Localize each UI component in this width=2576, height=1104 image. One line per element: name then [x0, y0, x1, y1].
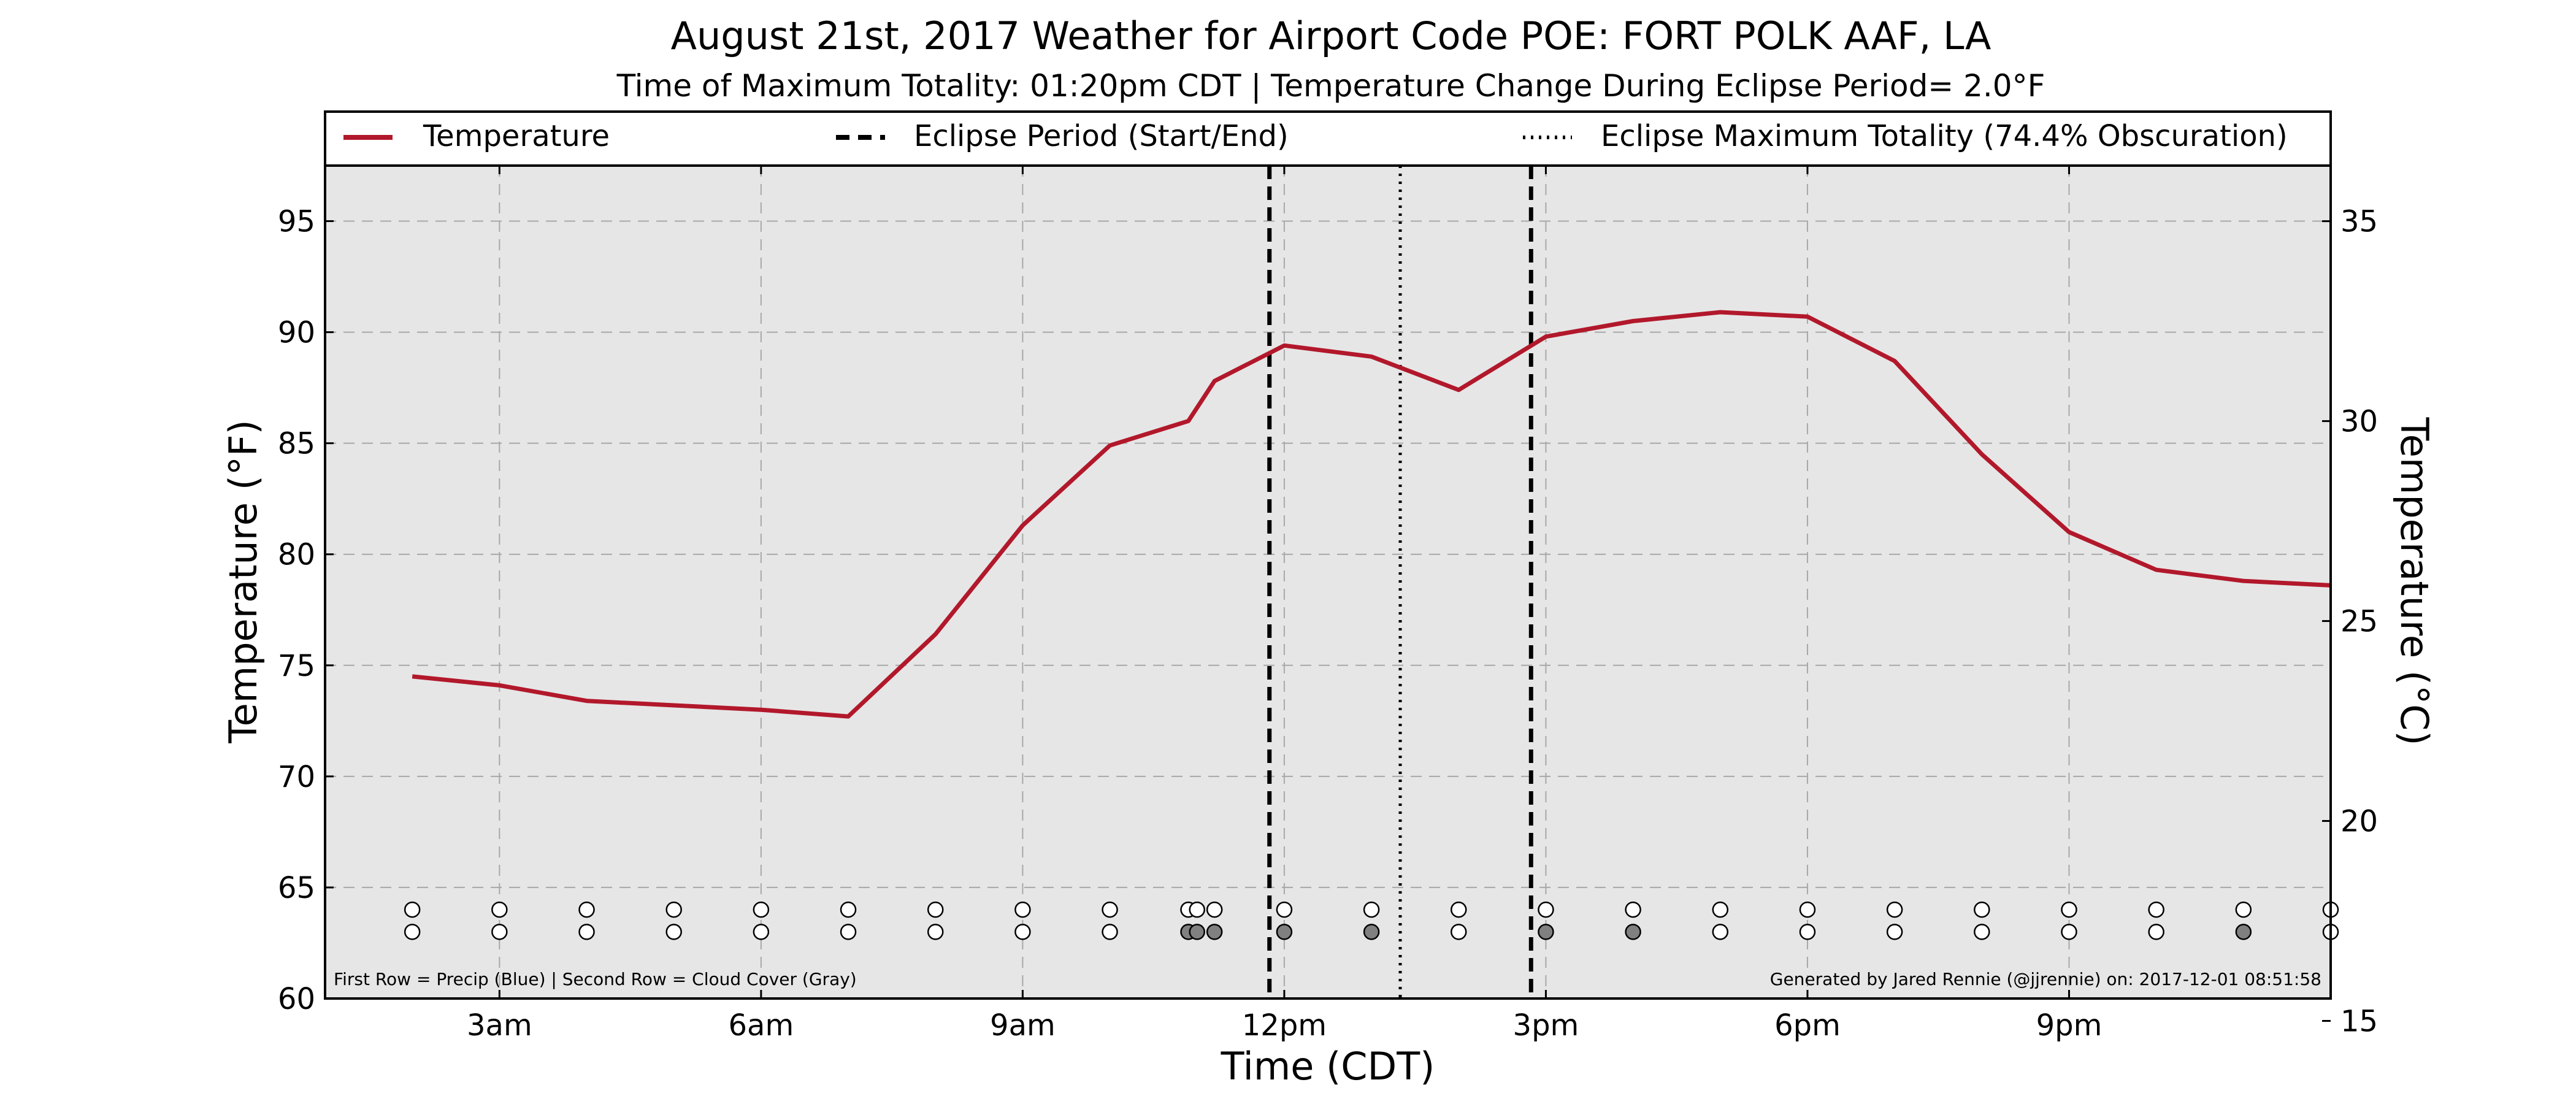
y-tick-label: 75 [278, 649, 315, 683]
cloud-cover-marker [404, 924, 421, 940]
y-tick-label: 80 [278, 538, 315, 572]
x-tick-label: 6am [729, 1008, 794, 1043]
observation-markers [404, 901, 2339, 940]
y-tick-label: 85 [278, 427, 315, 461]
y-axis-label-right: Temperature (°C) [2392, 416, 2437, 745]
cloud-cover-marker [1189, 924, 1205, 940]
y-tick-label: 60 [278, 982, 315, 1016]
eclipse-lines [1267, 166, 1533, 999]
cloud-cover-marker [2235, 924, 2252, 940]
cloud-cover-marker [753, 924, 770, 940]
cloud-cover-marker [1206, 924, 1223, 940]
precip-marker [1363, 901, 1380, 918]
legend-label-eclipse-period: Eclipse Period (Start/End) [914, 119, 1289, 153]
precip-marker [840, 901, 857, 918]
cloud-cover-marker [1799, 924, 1816, 940]
temperature-line [412, 310, 2331, 719]
precip-marker [1276, 901, 1293, 918]
cloud-cover-marker [1451, 924, 1467, 940]
precip-marker [665, 901, 682, 918]
footnote-left: First Row = Precip (Blue) | Second Row =… [334, 969, 857, 989]
precip-marker [1189, 901, 1205, 918]
precip-marker [753, 901, 770, 918]
precip-marker [1974, 901, 1990, 918]
cloud-cover-marker [1363, 924, 1380, 940]
precip-marker [1799, 901, 1816, 918]
cloud-cover-marker [1102, 924, 1118, 940]
x-tick-label: 12pm [1242, 1008, 1327, 1043]
cloud-cover-marker [1014, 924, 1031, 940]
precip-marker [1451, 901, 1467, 918]
precip-marker [2235, 901, 2252, 918]
cloud-cover-marker [1712, 924, 1729, 940]
precip-marker [578, 901, 595, 918]
y-tick-label: 70 [278, 760, 315, 794]
x-tick-label: 9am [990, 1008, 1056, 1043]
precip-marker [404, 901, 421, 918]
y-right-tick-label: 20 [2340, 805, 2378, 839]
precip-marker [1538, 901, 1554, 918]
cloud-cover-marker [2061, 924, 2077, 940]
cloud-cover-marker [1886, 924, 1903, 940]
precip-marker [2061, 901, 2077, 918]
x-tick-label: 3pm [1513, 1008, 1579, 1043]
y-axis-label-left: Temperature (°F) [221, 420, 266, 743]
cloud-cover-marker [1625, 924, 1641, 940]
cloud-cover-marker [1276, 924, 1293, 940]
precip-marker [1712, 901, 1729, 918]
chart-subtitle: Time of Maximum Totality: 01:20pm CDT | … [616, 68, 2045, 104]
chart-title: August 21st, 2017 Weather for Airport Co… [671, 13, 1991, 58]
cloud-cover-marker [2148, 924, 2164, 940]
precip-marker [491, 901, 508, 918]
gridlines [325, 166, 2331, 999]
legend-label-temperature: Temperature [423, 119, 610, 153]
legend-box [324, 110, 2332, 167]
x-tick-label: 6pm [1774, 1008, 1841, 1043]
precip-marker [2148, 901, 2164, 918]
precip-marker [927, 901, 944, 918]
cloud-cover-marker [578, 924, 595, 940]
plot-background [325, 166, 2331, 999]
precip-marker [1014, 901, 1031, 918]
y-right-tick-label: 30 [2340, 405, 2378, 439]
footnote-right: Generated by Jared Rennie (@jjrennie) on… [1770, 969, 2321, 989]
y-right-tick-label: 15 [2340, 1005, 2378, 1039]
precip-marker [1206, 901, 1223, 918]
x-tick-label: 3am [467, 1008, 532, 1043]
y-tick-label: 65 [278, 871, 315, 905]
axis-ticks: 3am 6am 9am 12pm 3pm 6pm 9pm 60 65 70 75 80 85 90 95 15… [278, 166, 2378, 1043]
cloud-cover-marker [927, 924, 944, 940]
legend-label-eclipse-max: Eclipse Maximum Totality (74.4% Obscurat… [1601, 119, 2288, 153]
precip-marker [1886, 901, 1903, 918]
precip-marker [1625, 901, 1641, 918]
y-tick-label: 90 [278, 316, 315, 350]
series-lines [412, 310, 2331, 719]
x-axis-label: Time (CDT) [1221, 1044, 1435, 1089]
cloud-cover-marker [1538, 924, 1554, 940]
precip-marker [1102, 901, 1118, 918]
cloud-cover-marker [840, 924, 857, 940]
x-tick-label: 9pm [2036, 1008, 2103, 1043]
y-tick-label: 95 [278, 205, 315, 239]
cloud-cover-marker [1974, 924, 1990, 940]
y-right-tick-label: 35 [2340, 205, 2378, 239]
cloud-cover-marker [491, 924, 508, 940]
cloud-cover-marker [665, 924, 682, 940]
y-right-tick-label: 25 [2340, 605, 2378, 639]
